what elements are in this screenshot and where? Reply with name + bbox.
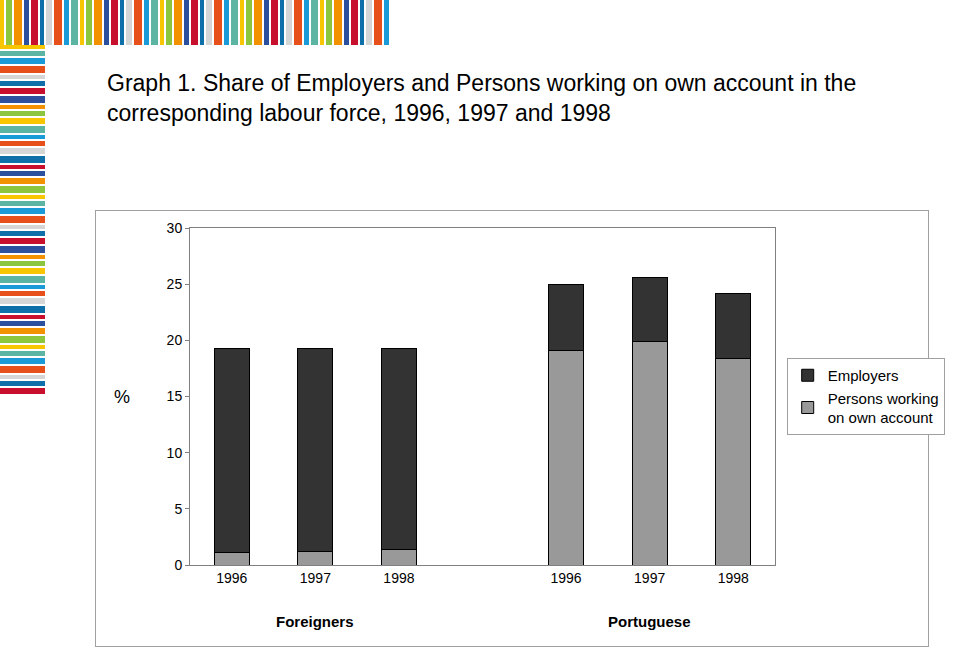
svg-text:20: 20 [167, 332, 183, 348]
svg-text:1998: 1998 [383, 570, 414, 586]
svg-text:25: 25 [167, 276, 183, 292]
svg-text:%: % [114, 387, 130, 407]
svg-text:1996: 1996 [216, 570, 247, 586]
svg-text:1996: 1996 [550, 570, 581, 586]
svg-text:1997: 1997 [300, 570, 331, 586]
svg-text:1998: 1998 [718, 570, 749, 586]
svg-text:0: 0 [174, 557, 182, 573]
svg-text:Persons workingon own account: Persons workingon own account [828, 390, 939, 427]
svg-text:10: 10 [167, 445, 183, 461]
svg-text:5: 5 [174, 501, 182, 517]
svg-text:Foreigners: Foreigners [276, 613, 354, 630]
svg-text:15: 15 [167, 388, 183, 404]
svg-text:Portuguese: Portuguese [608, 613, 691, 630]
svg-text:Graph 1. Share of Employers an: Graph 1. Share of Employers and Persons … [107, 70, 856, 126]
svg-text:30: 30 [167, 220, 183, 236]
svg-text:1997: 1997 [634, 570, 665, 586]
svg-text:Employers: Employers [828, 367, 899, 384]
